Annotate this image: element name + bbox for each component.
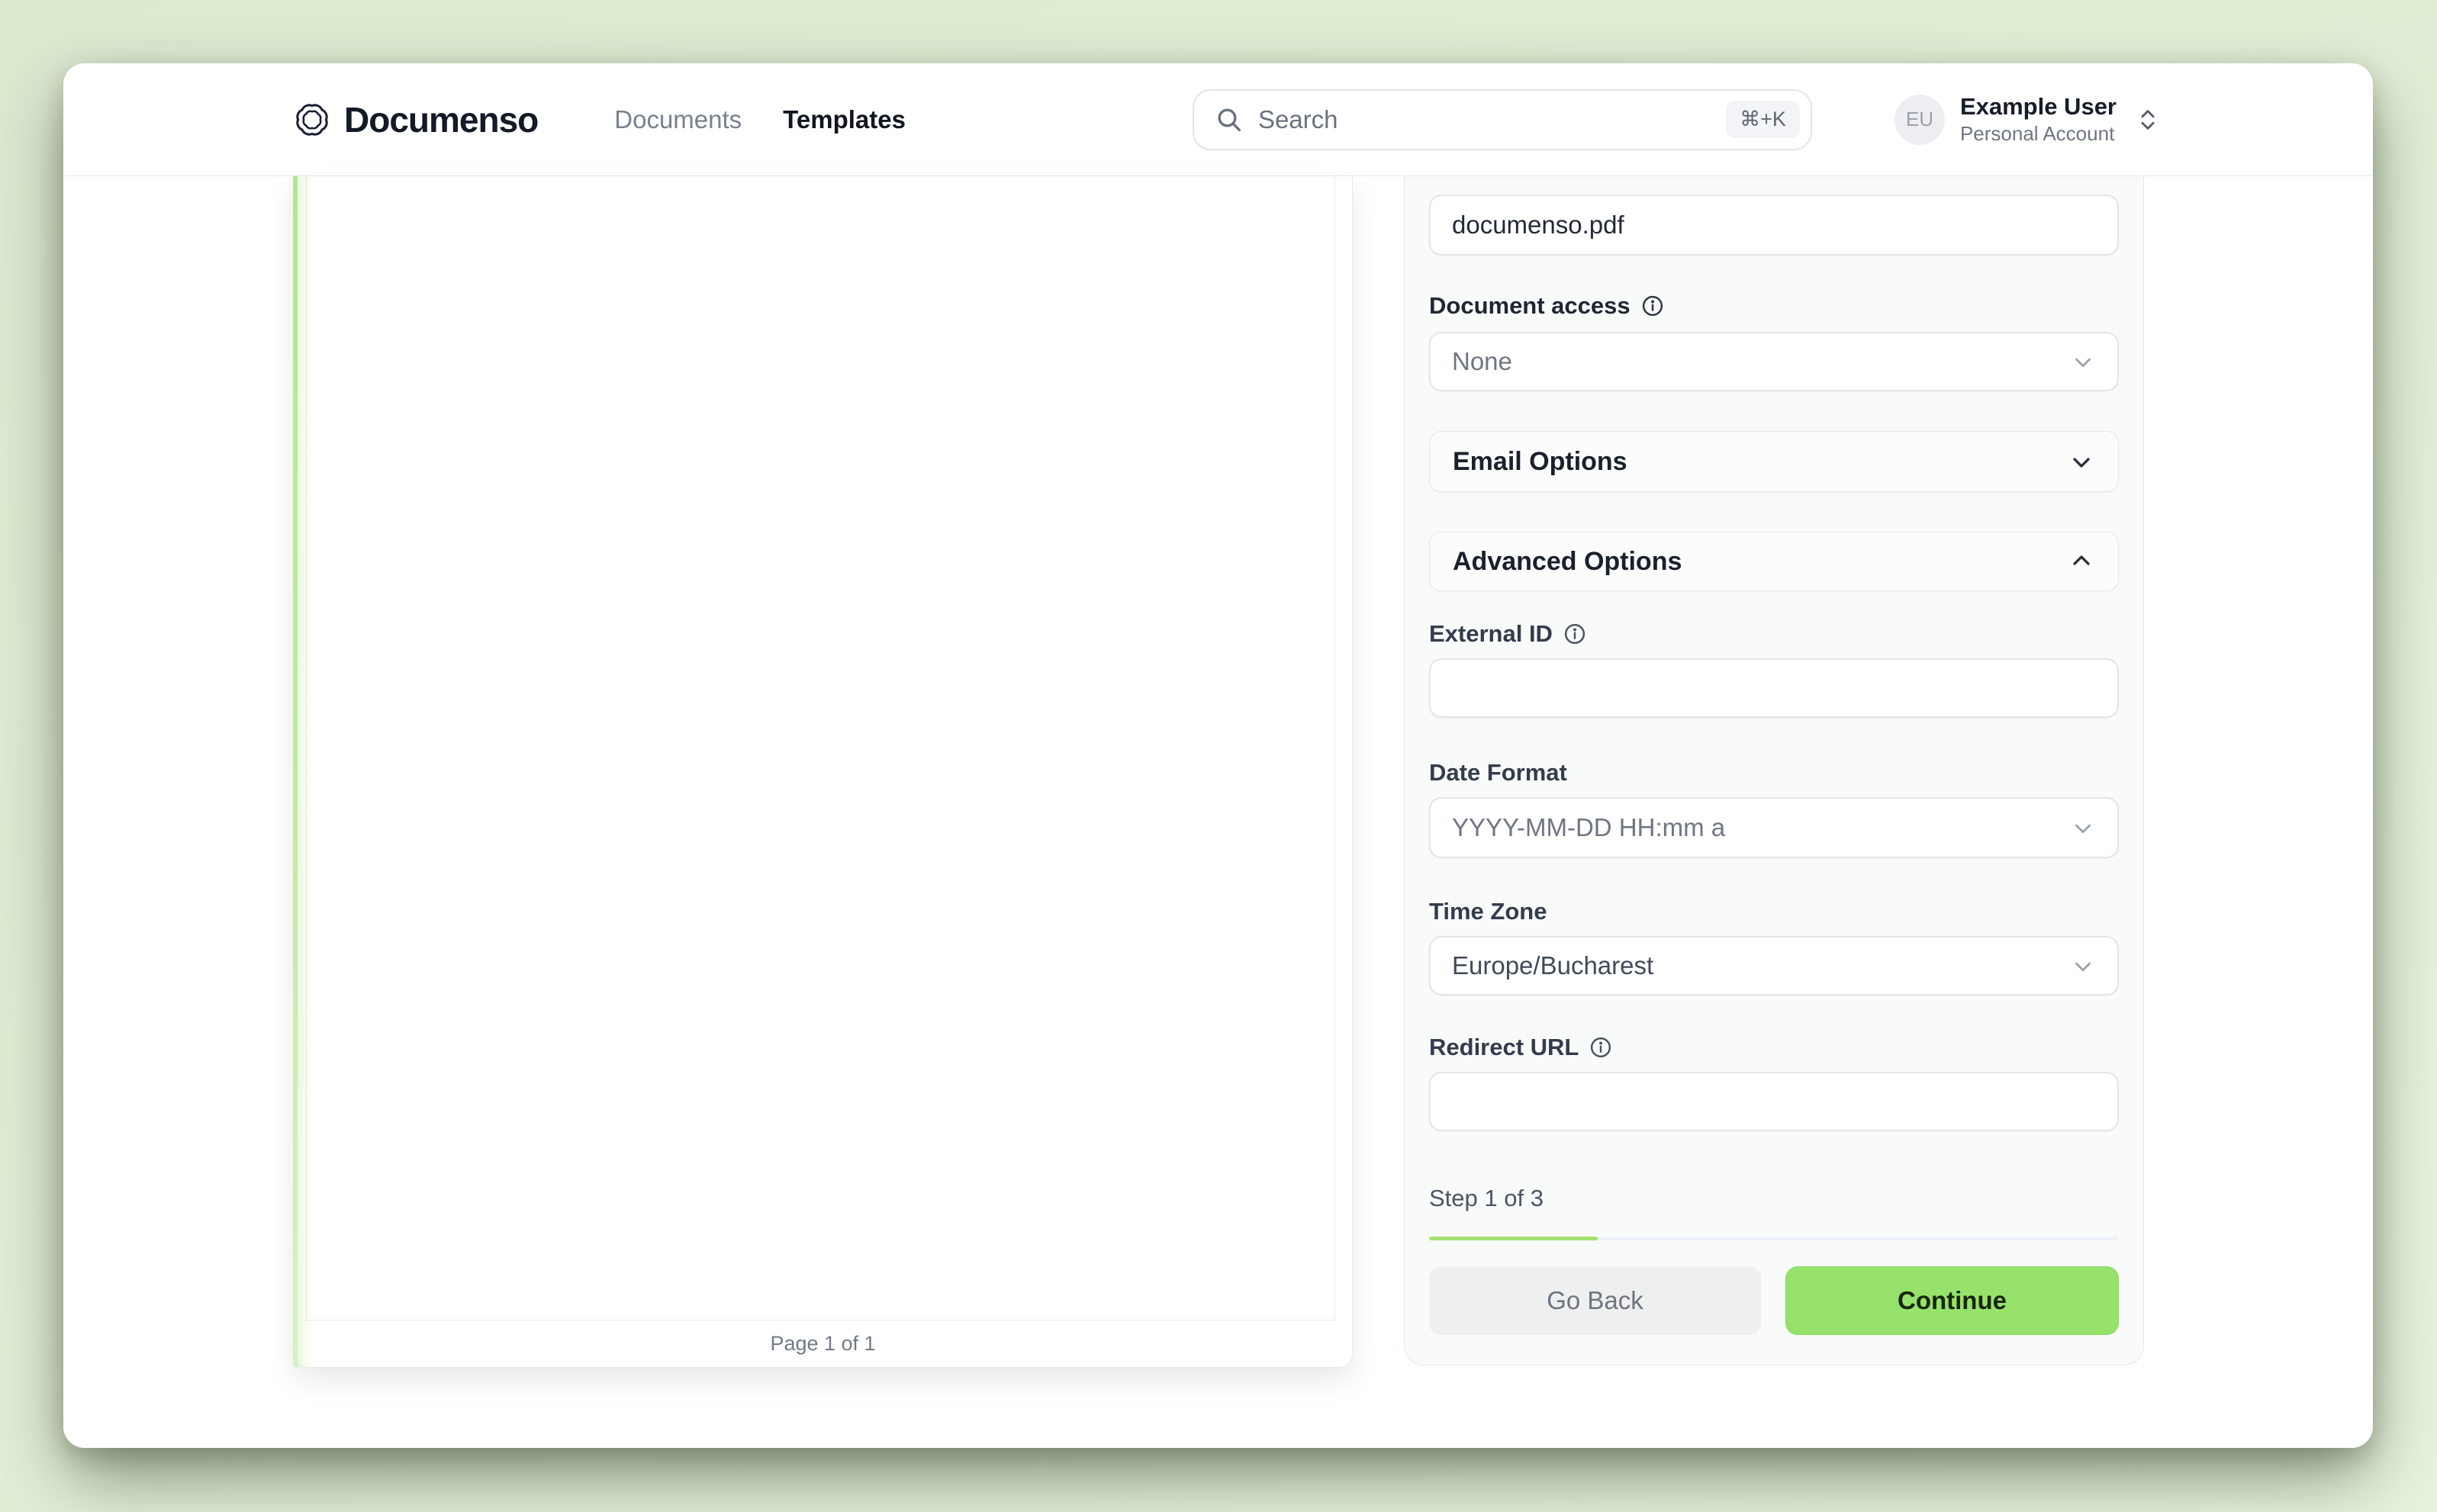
time-zone-value: Europe/Bucharest [1452, 951, 1654, 980]
info-icon[interactable] [1563, 622, 1586, 645]
user-account-type: Personal Account [1959, 122, 2115, 146]
time-zone-label: Time Zone [1429, 898, 1547, 925]
document-preview-card: Page 1 of 1 [293, 176, 1353, 1368]
date-format-value: YYYY-MM-DD HH:mm a [1452, 813, 1726, 841]
chevron-down-icon [2070, 349, 2096, 375]
redirect-url-input[interactable] [1429, 1072, 2119, 1131]
external-id-label-row: External ID [1429, 620, 2119, 648]
nav-item-documents[interactable]: Documents [614, 105, 742, 134]
nav-links: Documents Templates [614, 105, 906, 134]
info-icon[interactable] [1589, 1036, 1612, 1059]
go-back-button[interactable]: Go Back [1429, 1266, 1761, 1335]
search-input[interactable]: Search ⌘+K [1192, 88, 1812, 150]
page-indicator-row: Page 1 of 1 [294, 1320, 1352, 1367]
continue-button[interactable]: Continue [1785, 1266, 2119, 1335]
time-zone-label-row: Time Zone [1429, 898, 2119, 925]
step-progress-track [1429, 1237, 2119, 1240]
chevron-up-icon [2068, 548, 2095, 575]
brand-name: Documenso [344, 99, 539, 140]
date-format-label: Date Format [1429, 759, 1567, 786]
redirect-url-label: Redirect URL [1429, 1034, 1579, 1060]
search-icon [1214, 105, 1244, 135]
panel-actions: Go Back Continue [1429, 1266, 2119, 1335]
user-name: Example User [1959, 93, 2117, 121]
document-access-label-row: Document access [1429, 292, 2119, 320]
documenso-seal-icon [292, 100, 332, 140]
time-zone-select[interactable]: Europe/Bucharest [1429, 936, 2119, 996]
external-id-label: External ID [1429, 620, 1553, 647]
document-access-value: None [1452, 347, 1512, 375]
progress-fill [1429, 1237, 1598, 1240]
chevron-down-icon [2068, 448, 2095, 475]
date-format-select[interactable]: YYYY-MM-DD HH:mm a [1429, 797, 2119, 858]
chevron-up-down-icon [2136, 107, 2159, 133]
document-access-select[interactable]: None [1429, 332, 2119, 391]
chevron-down-icon [2070, 953, 2096, 979]
page-indicator: Page 1 of 1 [770, 1331, 876, 1355]
pdf-page [306, 176, 1335, 1321]
search-placeholder: Search [1257, 105, 1338, 134]
keyboard-shortcut-badge: ⌘+K [1726, 101, 1800, 138]
user-menu[interactable]: EU Example User Personal Account [1894, 93, 2159, 146]
external-id-input[interactable] [1429, 658, 2119, 718]
app-window: Documenso Documents Templates Search ⌘+K… [63, 63, 2373, 1448]
email-options-section-toggle[interactable]: Email Options [1429, 431, 2119, 492]
main-content: Page 1 of 1 documenso.pdf Document acces… [63, 176, 2373, 1448]
brand-logo[interactable]: Documenso [292, 99, 539, 140]
avatar: EU [1894, 94, 1945, 145]
redirect-url-label-row: Redirect URL [1429, 1034, 2119, 1061]
email-options-title: Email Options [1453, 446, 1627, 476]
advanced-options-section-toggle[interactable]: Advanced Options [1429, 532, 2119, 591]
navbar: Documenso Documents Templates Search ⌘+K… [63, 63, 2373, 176]
chevron-down-icon [2070, 815, 2096, 841]
document-access-label: Document access [1429, 292, 1631, 319]
info-icon[interactable] [1641, 294, 1664, 317]
document-settings-panel: documenso.pdf Document access None [1404, 176, 2144, 1366]
date-format-label-row: Date Format [1429, 759, 2119, 787]
title-input[interactable]: documenso.pdf [1429, 195, 2119, 256]
advanced-options-title: Advanced Options [1453, 546, 1682, 576]
step-indicator: Step 1 of 3 [1429, 1185, 1544, 1211]
nav-item-templates[interactable]: Templates [783, 105, 906, 134]
